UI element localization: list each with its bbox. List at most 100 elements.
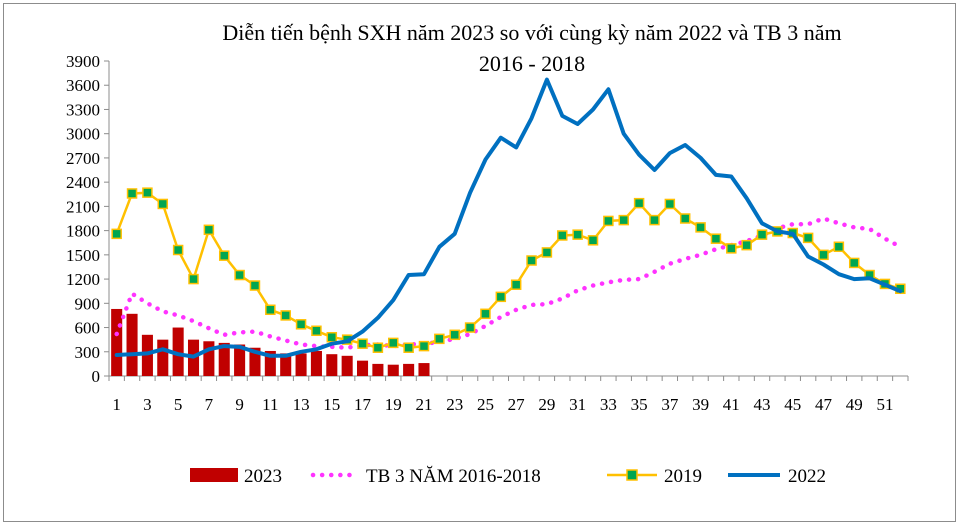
marker-2019 bbox=[388, 337, 399, 349]
marker-2019 bbox=[848, 257, 860, 269]
marker-2019 bbox=[818, 249, 829, 261]
x-tick-label: 19 bbox=[385, 395, 402, 414]
bar-2023 bbox=[387, 364, 399, 376]
y-tick-label: 1200 bbox=[66, 270, 100, 289]
x-tick-label: 29 bbox=[538, 395, 555, 414]
x-tick-label: 15 bbox=[323, 395, 340, 414]
marker-2019 bbox=[234, 269, 245, 281]
marker-2019 bbox=[142, 187, 153, 198]
x-tick-label: 49 bbox=[846, 395, 863, 414]
bar-2023 bbox=[218, 342, 230, 376]
marker-2019 bbox=[510, 279, 522, 290]
bar-2023 bbox=[264, 350, 276, 376]
x-tick-label: 21 bbox=[415, 395, 432, 414]
marker-2019 bbox=[126, 188, 138, 199]
bar-2023 bbox=[203, 341, 215, 376]
x-tick-label: 23 bbox=[446, 395, 463, 414]
line-tb-3-nam bbox=[114, 216, 903, 350]
marker-2019 bbox=[726, 243, 737, 254]
marker-2019 bbox=[480, 308, 491, 320]
y-tick-label: 0 bbox=[92, 367, 101, 386]
marker-2019 bbox=[557, 230, 568, 241]
legend: 2023 TB 3 NĂM 2016-2018 2019 2022 bbox=[190, 466, 826, 487]
x-tick-label: 47 bbox=[815, 395, 833, 414]
legend-swatch-2019-marker bbox=[626, 469, 638, 481]
y-tick-label: 3600 bbox=[66, 76, 100, 95]
chart-title-line2: 2016 - 2018 bbox=[479, 51, 585, 76]
marker-2019 bbox=[249, 280, 261, 291]
bar-2023 bbox=[403, 363, 415, 376]
y-tick-label: 900 bbox=[75, 294, 101, 313]
bar-2023 bbox=[234, 344, 246, 376]
marker-2019 bbox=[741, 239, 752, 251]
marker-2019 bbox=[157, 198, 169, 210]
marker-2019 bbox=[218, 250, 230, 261]
marker-2019 bbox=[203, 224, 215, 236]
marker-2019 bbox=[833, 241, 845, 253]
bar-2023 bbox=[372, 363, 384, 376]
legend-label: 2019 bbox=[664, 466, 702, 487]
line-2022 bbox=[114, 77, 903, 359]
x-tick-label: 25 bbox=[477, 395, 494, 414]
bar-2023 bbox=[356, 360, 369, 376]
legend-label: TB 3 NĂM 2016-2018 bbox=[366, 466, 541, 487]
x-tick-label: 31 bbox=[569, 395, 586, 414]
marker-2019 bbox=[111, 228, 122, 240]
marker-2019 bbox=[695, 222, 706, 233]
marker-2019 bbox=[664, 198, 676, 210]
y-tick-label: 3900 bbox=[66, 52, 100, 71]
x-tick-label: 51 bbox=[876, 395, 893, 414]
x-tick-label: 41 bbox=[723, 395, 740, 414]
y-tick-label: 3000 bbox=[66, 125, 100, 144]
x-tick-label: 43 bbox=[754, 395, 771, 414]
bar-2023 bbox=[310, 350, 322, 376]
x-tick-label: 35 bbox=[631, 395, 648, 414]
chart-title-line1: Diễn tiến bệnh SXH năm 2023 so với cùng … bbox=[222, 20, 841, 45]
bar-2023 bbox=[326, 354, 338, 376]
marker-2019 bbox=[587, 235, 599, 246]
x-tick-label: 11 bbox=[262, 395, 278, 414]
x-tick-label: 39 bbox=[692, 395, 709, 414]
marker-2019 bbox=[495, 291, 507, 303]
y-tick-label: 3300 bbox=[66, 100, 100, 119]
axes: 0300600900120015001800210024002700300033… bbox=[66, 52, 909, 414]
x-tick-label: 45 bbox=[784, 395, 801, 414]
legend-swatch-2023 bbox=[190, 468, 238, 482]
bar-2023 bbox=[280, 353, 292, 376]
marker-2019 bbox=[280, 310, 291, 321]
marker-2019 bbox=[357, 338, 368, 349]
marker-2019 bbox=[802, 232, 814, 244]
bar-2023 bbox=[295, 353, 307, 376]
x-tick-label: 33 bbox=[600, 395, 617, 414]
y-tick-label: 2400 bbox=[66, 173, 100, 192]
y-tick-label: 300 bbox=[75, 343, 101, 362]
marker-2019 bbox=[372, 342, 384, 353]
bar-2023 bbox=[418, 363, 430, 376]
marker-2019 bbox=[265, 304, 276, 316]
x-tick-label: 9 bbox=[235, 395, 244, 414]
x-tick-label: 1 bbox=[112, 395, 121, 414]
marker-2019 bbox=[756, 229, 768, 240]
marker-2019 bbox=[618, 214, 629, 226]
y-tick-label: 2100 bbox=[66, 197, 100, 216]
legend-label: 2022 bbox=[788, 466, 826, 487]
x-tick-label: 13 bbox=[293, 395, 310, 414]
marker-2019 bbox=[526, 255, 537, 266]
x-tick-label: 5 bbox=[174, 395, 183, 414]
marker-2019 bbox=[449, 329, 460, 341]
marker-2019 bbox=[710, 233, 722, 244]
bar-2023 bbox=[157, 339, 169, 376]
bar-2023 bbox=[141, 334, 153, 376]
x-tick-label: 37 bbox=[661, 395, 679, 414]
y-tick-label: 600 bbox=[75, 319, 101, 338]
marker-2019 bbox=[295, 319, 307, 330]
marker-2019 bbox=[311, 325, 322, 337]
marker-2019 bbox=[541, 247, 553, 258]
bar-2023 bbox=[249, 347, 261, 376]
series-lines bbox=[111, 77, 906, 359]
marker-2019 bbox=[403, 342, 414, 353]
marker-2019 bbox=[464, 322, 476, 333]
bar-2023 bbox=[172, 327, 184, 376]
bar-2023 bbox=[341, 355, 353, 376]
